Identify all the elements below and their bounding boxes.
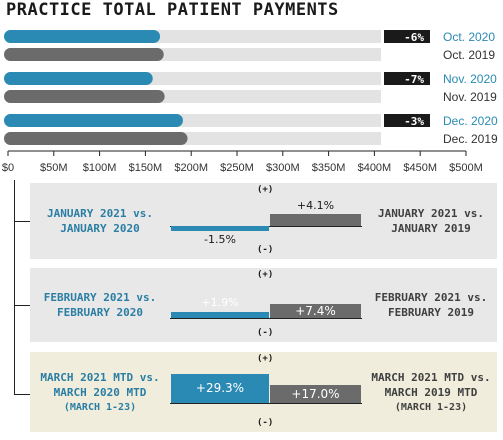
right-comparison-label: JANUARY 2021 vs. JANUARY 2019 bbox=[368, 206, 494, 236]
bar-prior bbox=[4, 90, 165, 103]
x-tick-label: $50M bbox=[40, 162, 68, 174]
right-comparison-label: FEBRUARY 2021 vs. FEBRUARY 2019 bbox=[368, 290, 494, 320]
monthly-payments-bar-chart: -6% Oct. 2020 Oct. 2019 -7% Nov. 2020 Nov. 20… bbox=[2, 30, 498, 174]
plus-sign-label: (+) bbox=[257, 270, 274, 280]
left-bar bbox=[171, 374, 269, 403]
x-tick-label: $500M bbox=[449, 162, 483, 174]
bracket-connector bbox=[14, 394, 30, 395]
x-tick-label: $200M bbox=[174, 162, 208, 174]
right-bar-value: +7.4% bbox=[295, 304, 336, 318]
bracket-line bbox=[14, 180, 15, 394]
left-bar-value: +29.3% bbox=[195, 381, 245, 395]
zero-axis-line bbox=[170, 318, 362, 319]
row-label-current: Oct. 2020 bbox=[443, 30, 495, 44]
left-bar bbox=[171, 226, 269, 231]
x-tick-label: $0 bbox=[2, 162, 14, 174]
minus-sign-label: (-) bbox=[257, 245, 274, 255]
bracket-connector bbox=[14, 221, 30, 222]
minus-sign-label: (-) bbox=[257, 328, 274, 338]
label-line: FEBRUARY 2021 vs. bbox=[43, 291, 157, 304]
bar-current bbox=[4, 72, 153, 85]
bracket-connector bbox=[14, 305, 30, 306]
bar-current bbox=[4, 30, 161, 43]
label-line: MARCH 2020 MTD bbox=[53, 385, 147, 399]
zero-axis-line bbox=[170, 403, 362, 404]
left-comparison-label: FEBRUARY 2021 vs. FEBRUARY 2020 bbox=[38, 290, 162, 320]
label-line: JANUARY 2021 vs. bbox=[47, 207, 153, 220]
right-bar bbox=[270, 304, 361, 318]
right-bar-value: +4.1% bbox=[296, 199, 335, 212]
change-badge-label: -6% bbox=[404, 31, 424, 44]
bar-prior bbox=[4, 132, 188, 145]
plus-sign-label: (+) bbox=[257, 185, 274, 195]
change-badge bbox=[384, 30, 430, 43]
label-line: (MARCH 1-23) bbox=[394, 401, 468, 413]
x-tick-label: $450M bbox=[403, 162, 437, 174]
label-line: JANUARY 2021 vs. bbox=[378, 207, 484, 220]
right-bar-value: +17.0% bbox=[291, 387, 340, 401]
comparison-panel-january bbox=[30, 183, 497, 259]
label-line: FEBRUARY 2021 vs. bbox=[374, 291, 488, 304]
right-comparison-label: MARCH 2021 MTD vs. MARCH 2019 MTD (MARCH 1… bbox=[368, 370, 494, 415]
label-line: (MARCH 1-23) bbox=[63, 401, 137, 413]
change-badge bbox=[384, 114, 430, 127]
change-badge-label: -7% bbox=[404, 73, 424, 86]
right-bar bbox=[270, 385, 361, 403]
bar-current bbox=[4, 114, 183, 127]
left-comparison-label: JANUARY 2021 vs. JANUARY 2020 bbox=[38, 206, 162, 236]
left-bar-value: -1.5% bbox=[204, 233, 236, 246]
label-line: FEBRUARY 2019 bbox=[387, 306, 475, 319]
row-label-prior: Oct. 2019 bbox=[443, 48, 495, 62]
label-line: MARCH 2021 MTD vs. bbox=[40, 370, 160, 384]
minus-sign-label: (-) bbox=[257, 418, 274, 428]
left-bar bbox=[171, 312, 269, 318]
row-label-prior: Nov. 2019 bbox=[443, 90, 497, 104]
x-tick-label: $100M bbox=[83, 162, 117, 174]
right-bar bbox=[270, 214, 361, 226]
label-line: MARCH 2019 MTD bbox=[384, 385, 478, 399]
x-tick-label: $400M bbox=[358, 162, 392, 174]
change-badge bbox=[384, 72, 430, 85]
chart-title: PRACTICE TOTAL PATIENT PAYMENTS bbox=[6, 0, 339, 20]
left-comparison-label: MARCH 2021 MTD vs. MARCH 2020 MTD (MARCH 1… bbox=[38, 370, 162, 415]
row-label-current: Dec. 2020 bbox=[443, 114, 498, 128]
x-tick-label: $250M bbox=[220, 162, 254, 174]
label-line: JANUARY 2019 bbox=[391, 222, 471, 235]
label-line: FEBRUARY 2020 bbox=[56, 306, 144, 319]
comparison-panel-february bbox=[30, 268, 497, 342]
row-label-current: Nov. 2020 bbox=[443, 72, 497, 86]
row-label-prior: Dec. 2019 bbox=[443, 132, 498, 146]
x-tick-label: $150M bbox=[129, 162, 163, 174]
change-badge-label: -3% bbox=[404, 115, 424, 128]
bar-prior bbox=[4, 48, 164, 61]
left-bar-value: +1.9% bbox=[201, 296, 239, 309]
label-line: MARCH 2021 MTD vs. bbox=[371, 370, 491, 384]
x-tick-label: $350M bbox=[312, 162, 346, 174]
x-tick-label: $300M bbox=[266, 162, 300, 174]
label-line: JANUARY 2020 bbox=[60, 222, 140, 235]
plus-sign-label: (+) bbox=[257, 354, 274, 364]
